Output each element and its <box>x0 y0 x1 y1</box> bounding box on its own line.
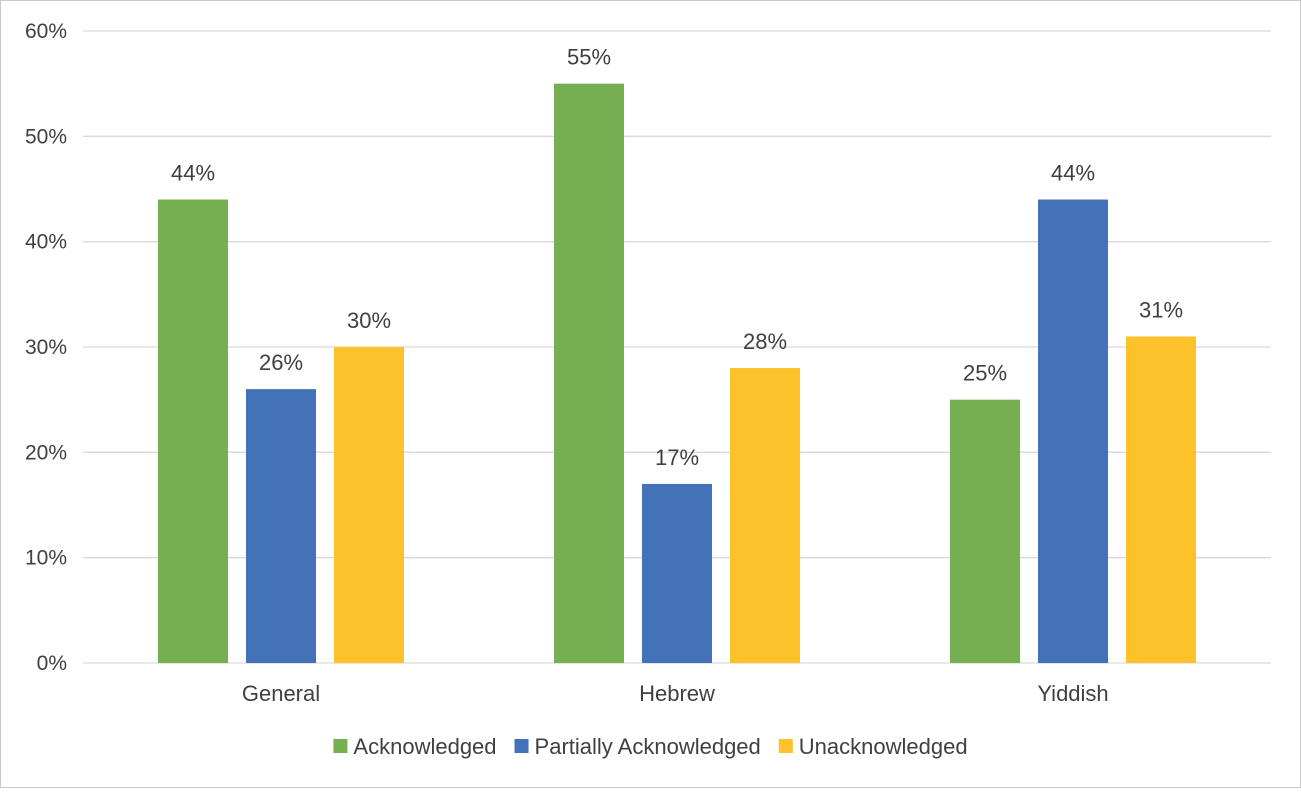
data-label: 28% <box>743 329 787 354</box>
x-category-label: General <box>242 681 320 706</box>
x-category-label: Yiddish <box>1037 681 1108 706</box>
data-label: 17% <box>655 445 699 470</box>
bar-acknowledged-hebrew <box>554 83 624 663</box>
data-label: 55% <box>567 45 611 70</box>
data-label: 26% <box>259 350 303 375</box>
bar-unacknowledged-hebrew <box>730 368 800 663</box>
bars <box>158 83 1196 664</box>
data-label: 44% <box>1051 161 1095 186</box>
bar-partially-acknowledged-yiddish <box>1038 199 1108 664</box>
legend-item-unacknowledged: Unacknowledged <box>778 734 968 759</box>
legend-label: Unacknowledged <box>799 734 968 759</box>
y-tick-label: 30% <box>25 336 67 359</box>
data-label: 44% <box>171 161 215 186</box>
bar-acknowledged-general <box>158 199 228 664</box>
legend-swatch <box>333 739 348 753</box>
legend-swatch <box>514 739 529 753</box>
bar-partially-acknowledged-general <box>246 389 316 663</box>
y-tick-label: 40% <box>25 231 67 254</box>
legend-swatch <box>778 739 793 753</box>
legend-item-acknowledged: Acknowledged <box>333 734 497 759</box>
y-tick-label: 20% <box>25 441 67 464</box>
legend-label: Acknowledged <box>353 734 496 759</box>
data-label: 31% <box>1139 297 1183 322</box>
y-axis-ticks: 0% 10% 20% 30% 40% 50% 60% <box>25 20 67 675</box>
legend-label: Partially Acknowledged <box>535 734 761 759</box>
bar-unacknowledged-yiddish <box>1126 336 1196 663</box>
bar-partially-acknowledged-hebrew <box>642 483 712 663</box>
data-label: 30% <box>347 308 391 333</box>
y-tick-label: 60% <box>25 20 67 43</box>
y-tick-label: 10% <box>25 547 67 570</box>
bar-unacknowledged-general <box>334 347 404 663</box>
y-tick-label: 50% <box>25 125 67 148</box>
bar-acknowledged-yiddish <box>950 399 1020 663</box>
x-axis-categories: General Hebrew Yiddish <box>242 681 1109 706</box>
y-tick-label: 0% <box>37 652 67 675</box>
legend: Acknowledged Partially Acknowledged Unackn… <box>333 734 968 759</box>
data-label: 25% <box>963 361 1007 386</box>
x-category-label: Hebrew <box>639 681 715 706</box>
data-labels: 44% 26% 30% 55% 17% 28% 25% 44% 31% <box>171 45 1183 470</box>
legend-item-partially-acknowledged: Partially Acknowledged <box>514 734 761 759</box>
